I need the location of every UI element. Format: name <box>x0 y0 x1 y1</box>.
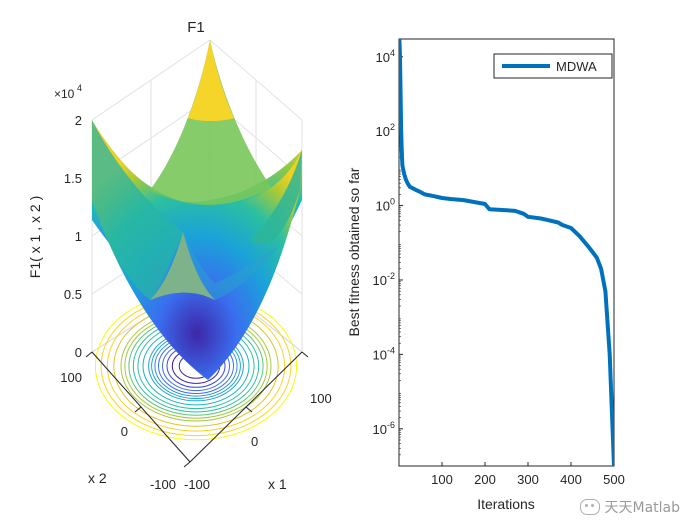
z-tick-label: 1.5 <box>64 171 82 186</box>
surface-left-wing <box>92 120 183 300</box>
y-axis-label: x 2 <box>88 470 107 486</box>
line-x-axis-label: Iterations <box>477 496 535 512</box>
x-tick-label: 200 <box>474 472 496 487</box>
z-tick-label: 2 <box>75 113 82 128</box>
x-tick-label: 400 <box>560 472 582 487</box>
line-x-ticks: 100 200 300 400 500 <box>431 462 625 487</box>
surface-body <box>92 120 302 380</box>
y-tick-label: 100 <box>376 197 395 214</box>
x-tick-label: 300 <box>517 472 539 487</box>
y-tick-label: 104 <box>376 48 395 65</box>
x-tick-labels: -100 0 100 <box>184 391 332 492</box>
x-tick-label: 100 <box>431 472 453 487</box>
z-tick-label: 1 <box>75 229 82 244</box>
y-tick-label: 0 <box>121 424 128 439</box>
x-tick-label: -100 <box>184 477 210 492</box>
surface-tick-marks <box>85 351 309 468</box>
surface-right-wing <box>250 150 302 245</box>
line-y-ticks: 104 102 100 10-2 10-4 10-6 <box>373 38 403 456</box>
y-tick-labels: 100 0 -100 <box>60 370 176 492</box>
surface-title: F1 <box>187 19 205 36</box>
x-tick-label: 500 <box>603 472 625 487</box>
z-tick-label: 0.5 <box>64 287 82 302</box>
y-tick-label: 102 <box>376 122 395 139</box>
watermark: 天天Matlab <box>580 497 680 517</box>
y-tick-label: 10-2 <box>373 271 395 288</box>
x-tick-label: 100 <box>310 391 332 406</box>
y-tick-label: 100 <box>60 370 82 385</box>
x-axis-label: x 1 <box>268 476 287 492</box>
watermark-text: 天天Matlab <box>604 500 680 516</box>
z-tick-label: 0 <box>75 345 82 360</box>
wechat-icon <box>580 499 601 515</box>
exponent-power: 4 <box>77 83 82 93</box>
y-tick-label: -100 <box>150 477 176 492</box>
y-tick-label: 10-6 <box>373 420 395 437</box>
legend-label: MDWA <box>556 59 597 74</box>
surface-front-ridge <box>150 232 280 300</box>
exponent-base: ×10 <box>54 87 75 101</box>
surface-exponent-label: ×10 4 <box>54 83 82 101</box>
surface-axes: F1 ×10 4 0 0.5 1 1.5 2 F1( x 1 , x 2 ) 1… <box>27 19 332 492</box>
line-axes: 100 200 300 400 500 104 102 100 10-2 10-4 10-6 MD… <box>346 38 625 512</box>
z-tick-labels: 0 0.5 1 1.5 2 <box>64 113 82 360</box>
series-line-mdwa <box>399 39 614 466</box>
line-plot-area <box>398 38 615 467</box>
z-axis-label: F1( x 1 , x 2 ) <box>27 196 43 278</box>
y-tick-label: 10-4 <box>373 345 395 362</box>
x-tick-label: 0 <box>251 434 258 449</box>
legend: MDWA <box>493 53 613 79</box>
line-y-axis-label: Best fitness obtained so far <box>346 167 362 336</box>
surface-back-peak-top <box>188 40 234 121</box>
surface-back-peak <box>150 40 272 205</box>
